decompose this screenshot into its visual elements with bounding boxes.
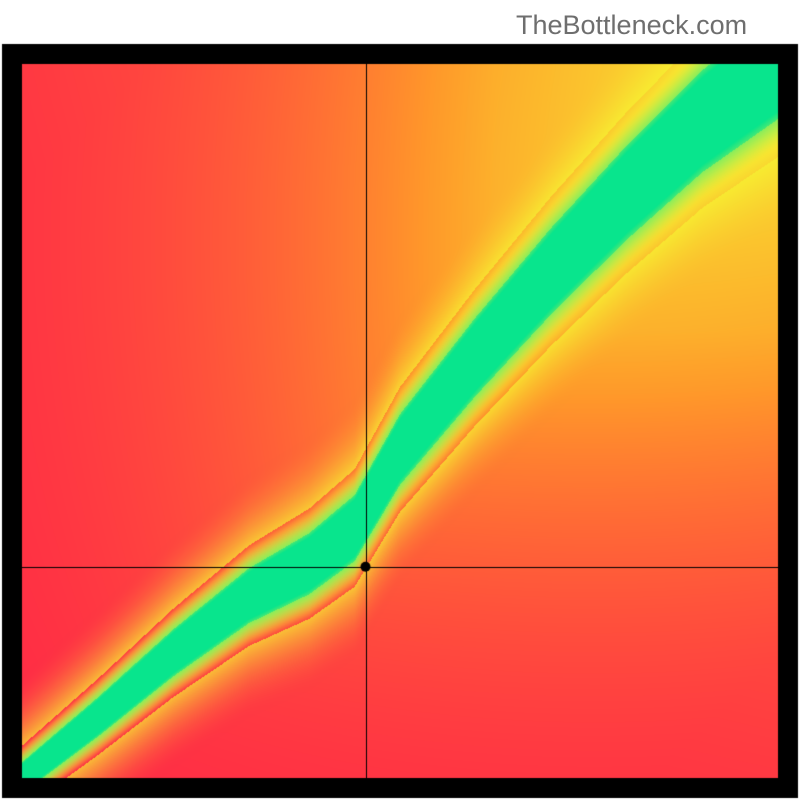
watermark-text: TheBottleneck.com	[516, 10, 747, 41]
bottleneck-heatmap	[0, 0, 800, 800]
chart-container: TheBottleneck.com	[0, 0, 800, 800]
